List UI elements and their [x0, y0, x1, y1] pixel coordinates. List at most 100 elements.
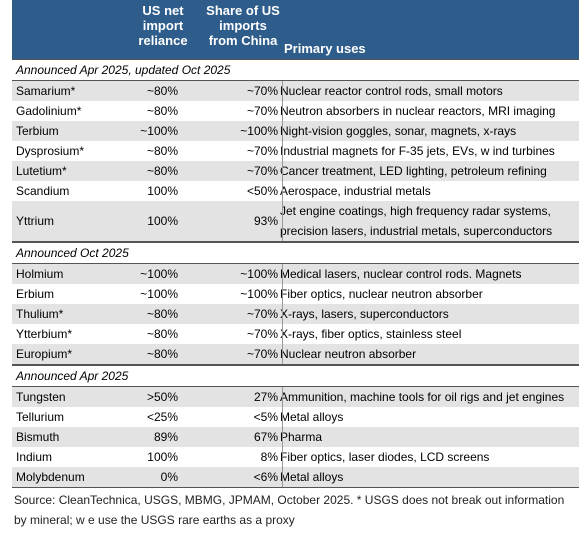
column-divider: [282, 467, 283, 487]
import-reliance-value: 100%: [147, 214, 178, 228]
section-heading: Announced Apr 2025, updated Oct 2025: [12, 59, 579, 81]
element-name: Europium*: [16, 347, 73, 361]
primary-uses-text: Neutron absorbers in nuclear reactors, M…: [280, 104, 556, 118]
primary-uses-text: X-rays, lasers, superconductors: [280, 307, 449, 321]
header-import-reliance: US net import reliance: [138, 3, 188, 48]
table-row: Lutetium* ~80% ~70% Cancer treatment, LED l…: [12, 161, 579, 181]
element-name: Molybdenum: [16, 470, 85, 484]
element-name: Tungsten: [16, 390, 66, 404]
column-divider: [282, 447, 283, 467]
table-row: Thulium* ~80% ~70% X-rays, lasers, supercon…: [12, 304, 579, 324]
element-name: Dysprosium*: [16, 144, 85, 158]
table-row: Indium 100% 8% Fiber optics, laser diodes, …: [12, 447, 579, 467]
element-name: Holmium: [16, 267, 64, 281]
table-row: Holmium ~100% ~100% Medical lasers, nuclear…: [12, 264, 579, 284]
element-name: Bismuth: [16, 430, 60, 444]
import-reliance-value: ~80%: [146, 307, 178, 321]
column-divider: [282, 101, 283, 121]
china-share-value: <5%: [253, 410, 278, 424]
source-note: Source: CleanTechnica, USGS, MBMG, JPMAM…: [14, 493, 565, 527]
import-reliance-value: ~80%: [146, 347, 178, 361]
element-name: Ytterbium*: [16, 327, 73, 341]
primary-uses-text: Metal alloys: [280, 410, 344, 424]
china-share-value: ~70%: [246, 327, 278, 341]
primary-uses-text: Industrial magnets for F-35 jets, EVs, w…: [280, 144, 555, 158]
column-divider: [282, 141, 283, 161]
china-share-value: ~70%: [246, 104, 278, 118]
table-row: Europium* ~80% ~70% Nuclear neutron absorbe…: [12, 344, 579, 365]
column-divider: [282, 304, 283, 324]
china-share-value: ~70%: [246, 307, 278, 321]
china-share-value: ~70%: [246, 164, 278, 178]
element-name: Lutetium*: [16, 164, 67, 178]
element-name: Terbium: [16, 124, 59, 138]
primary-uses-text: Nuclear neutron absorber: [280, 347, 417, 361]
import-reliance-value: ~80%: [146, 164, 178, 178]
primary-uses-text: Ammunition, machine tools for oil rigs a…: [280, 390, 565, 404]
column-divider: [282, 387, 283, 407]
element-name: Scandium: [16, 184, 70, 198]
china-share-value: 8%: [260, 450, 278, 464]
china-share-value: ~100%: [240, 287, 278, 301]
china-share-value: <50%: [246, 184, 278, 198]
column-divider: [282, 181, 283, 201]
china-share-value: ~70%: [246, 144, 278, 158]
primary-uses-text: Cancer treatment, LED lighting, petroleu…: [280, 164, 547, 178]
import-reliance-value: <25%: [146, 410, 178, 424]
column-divider: [282, 427, 283, 447]
column-divider: [282, 264, 283, 284]
china-share-value: 67%: [253, 430, 278, 444]
import-reliance-value: >50%: [146, 390, 178, 404]
table-row: Ytterbium* ~80% ~70% X-rays, fiber optics, …: [12, 324, 579, 344]
section-heading: Announced Oct 2025: [12, 242, 579, 264]
table-row: Samarium* ~80% ~70% Nuclear reactor control…: [12, 81, 579, 101]
column-divider: [282, 161, 283, 181]
primary-uses-text: X-rays, fiber optics, stainless steel: [280, 327, 462, 341]
import-reliance-value: ~80%: [146, 84, 178, 98]
section-heading: Announced Apr 2025: [12, 365, 579, 387]
table-row: Tellurium <25% <5% Metal alloys: [12, 407, 579, 427]
element-name: Erbium: [16, 287, 55, 301]
china-share-value: ~100%: [240, 124, 278, 138]
table-row: Molybdenum 0% <6% Metal alloys: [12, 467, 579, 488]
header-primary-uses: Primary uses: [284, 41, 366, 56]
primary-uses-text: Fiber optics, nuclear neutron absorber: [280, 287, 483, 301]
column-divider: [282, 284, 283, 304]
import-reliance-value: ~80%: [146, 104, 178, 118]
primary-uses-text: Night-vision goggles, sonar, magnets, x-…: [280, 124, 517, 138]
column-divider: [282, 201, 283, 241]
element-name: Gadolinium*: [16, 104, 82, 118]
import-reliance-value: 89%: [153, 430, 178, 444]
china-share-value: ~100%: [240, 267, 278, 281]
import-reliance-value: ~80%: [146, 144, 178, 158]
primary-uses-text: Pharma: [280, 430, 323, 444]
china-share-value: ~70%: [246, 347, 278, 361]
primary-uses-text: Aerospace, industrial metals: [280, 184, 431, 198]
column-divider: [282, 121, 283, 141]
import-reliance-value: 100%: [147, 184, 178, 198]
primary-uses-text: Medical lasers, nuclear control rods. Ma…: [280, 267, 522, 281]
import-reliance-value: ~100%: [140, 287, 178, 301]
table-row: Terbium ~100% ~100% Night-vision goggles, s…: [12, 121, 579, 141]
table-body: Announced Apr 2025, updated Oct 2025 Sama…: [12, 59, 579, 488]
minerals-table: US net import reliance Share of US impor…: [12, 0, 579, 488]
import-reliance-value: ~100%: [140, 124, 178, 138]
table-row: Gadolinium* ~80% ~70% Neutron absorbers in …: [12, 101, 579, 121]
table-row: Erbium ~100% ~100% Fiber optics, nuclear ne…: [12, 284, 579, 304]
primary-uses-text: Fiber optics, laser diodes, LCD screens: [280, 450, 490, 464]
primary-uses-text: Metal alloys: [280, 470, 344, 484]
column-divider: [282, 81, 283, 101]
table-row: Bismuth 89% 67% Pharma: [12, 427, 579, 447]
table-row: Dysprosium* ~80% ~70% Industrial magnets fo…: [12, 141, 579, 161]
primary-uses-text: Nuclear reactor control rods, small moto…: [280, 84, 503, 98]
element-name: Indium: [16, 450, 53, 464]
china-share-value: <6%: [253, 470, 278, 484]
table-header: US net import reliance Share of US impor…: [12, 0, 579, 59]
element-name: Thulium*: [16, 307, 64, 321]
china-share-value: 27%: [253, 390, 278, 404]
china-share-value: ~70%: [246, 84, 278, 98]
element-name: Samarium*: [16, 84, 76, 98]
import-reliance-value: 100%: [147, 450, 178, 464]
import-reliance-value: ~80%: [146, 327, 178, 341]
column-divider: [282, 407, 283, 427]
